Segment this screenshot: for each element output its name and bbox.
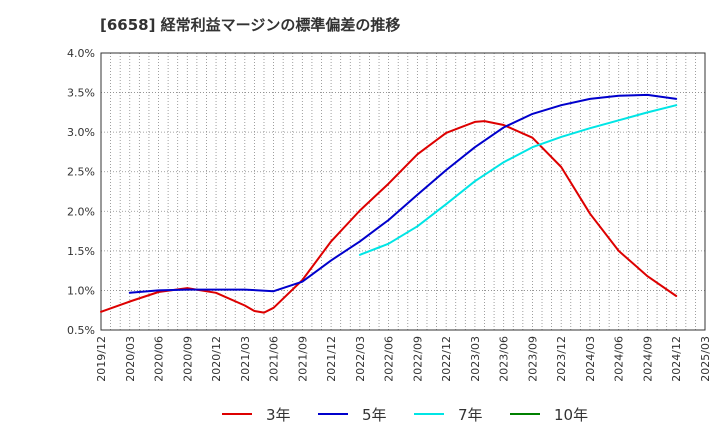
chart-title: [6658] 経常利益マージンの標準偏差の推移 xyxy=(100,16,401,34)
x-tick-label: 2022/03 xyxy=(354,336,367,382)
x-tick-label: 2020/09 xyxy=(181,336,194,382)
series-layer xyxy=(100,93,678,314)
x-tick-label: 2023/12 xyxy=(555,336,568,382)
series-line-2 xyxy=(128,93,678,294)
x-tick-label: 2020/12 xyxy=(210,336,223,382)
x-tick-label: 2021/12 xyxy=(325,336,338,382)
x-tick-label: 2021/06 xyxy=(268,336,281,382)
y-tick-label: 4.0% xyxy=(67,47,95,60)
x-tick-label: 2024/09 xyxy=(641,336,654,382)
series-line-1 xyxy=(100,120,678,314)
legend-label-1: 3年 xyxy=(266,406,291,424)
legend-label-3: 7年 xyxy=(458,406,483,424)
x-tick-label: 2024/12 xyxy=(670,336,683,382)
x-tick-label: 2020/03 xyxy=(124,336,137,382)
y-tick-label: 1.0% xyxy=(67,284,95,297)
x-tick-label: 2021/09 xyxy=(296,336,309,382)
y-tick-label: 2.5% xyxy=(67,166,95,179)
grid-layer xyxy=(101,53,705,330)
y-tick-label: 3.0% xyxy=(67,126,95,139)
x-tick-label: 2021/03 xyxy=(239,336,252,382)
x-tick-label: 2019/12 xyxy=(95,336,108,382)
x-tick-label: 2024/06 xyxy=(613,336,626,382)
x-tick-label: 2023/06 xyxy=(498,336,511,382)
x-tick-label: 2022/12 xyxy=(440,336,453,382)
legend-label-4: 10年 xyxy=(554,406,588,424)
y-axis: 0.5% 1.0% 1.5% 2.0% 2.5% 3.0% 3.5% 4.0% xyxy=(67,47,95,337)
legend-label-2: 5年 xyxy=(362,406,387,424)
x-tick-label: 2023/09 xyxy=(526,336,539,382)
x-tick-label: 2022/06 xyxy=(383,336,396,382)
x-tick-label: 2022/09 xyxy=(411,336,424,382)
plot-background xyxy=(101,53,705,330)
x-tick-label: 2025/03 xyxy=(699,336,712,382)
x-tick-label: 2023/03 xyxy=(469,336,482,382)
series-line-3 xyxy=(358,104,678,256)
x-tick-label: 2020/06 xyxy=(153,336,166,382)
y-tick-label: 0.5% xyxy=(67,324,95,337)
y-tick-label: 1.5% xyxy=(67,245,95,258)
x-axis: 2019/12 2020/03 2020/06 2020/09 2020/12 2021/… xyxy=(95,336,712,382)
x-tick-label: 2024/03 xyxy=(584,336,597,382)
y-tick-label: 2.0% xyxy=(67,205,95,218)
plot-frame xyxy=(100,52,706,331)
y-tick-label: 3.5% xyxy=(67,87,95,100)
legend: 3年 5年 7年 10年 xyxy=(222,406,588,424)
